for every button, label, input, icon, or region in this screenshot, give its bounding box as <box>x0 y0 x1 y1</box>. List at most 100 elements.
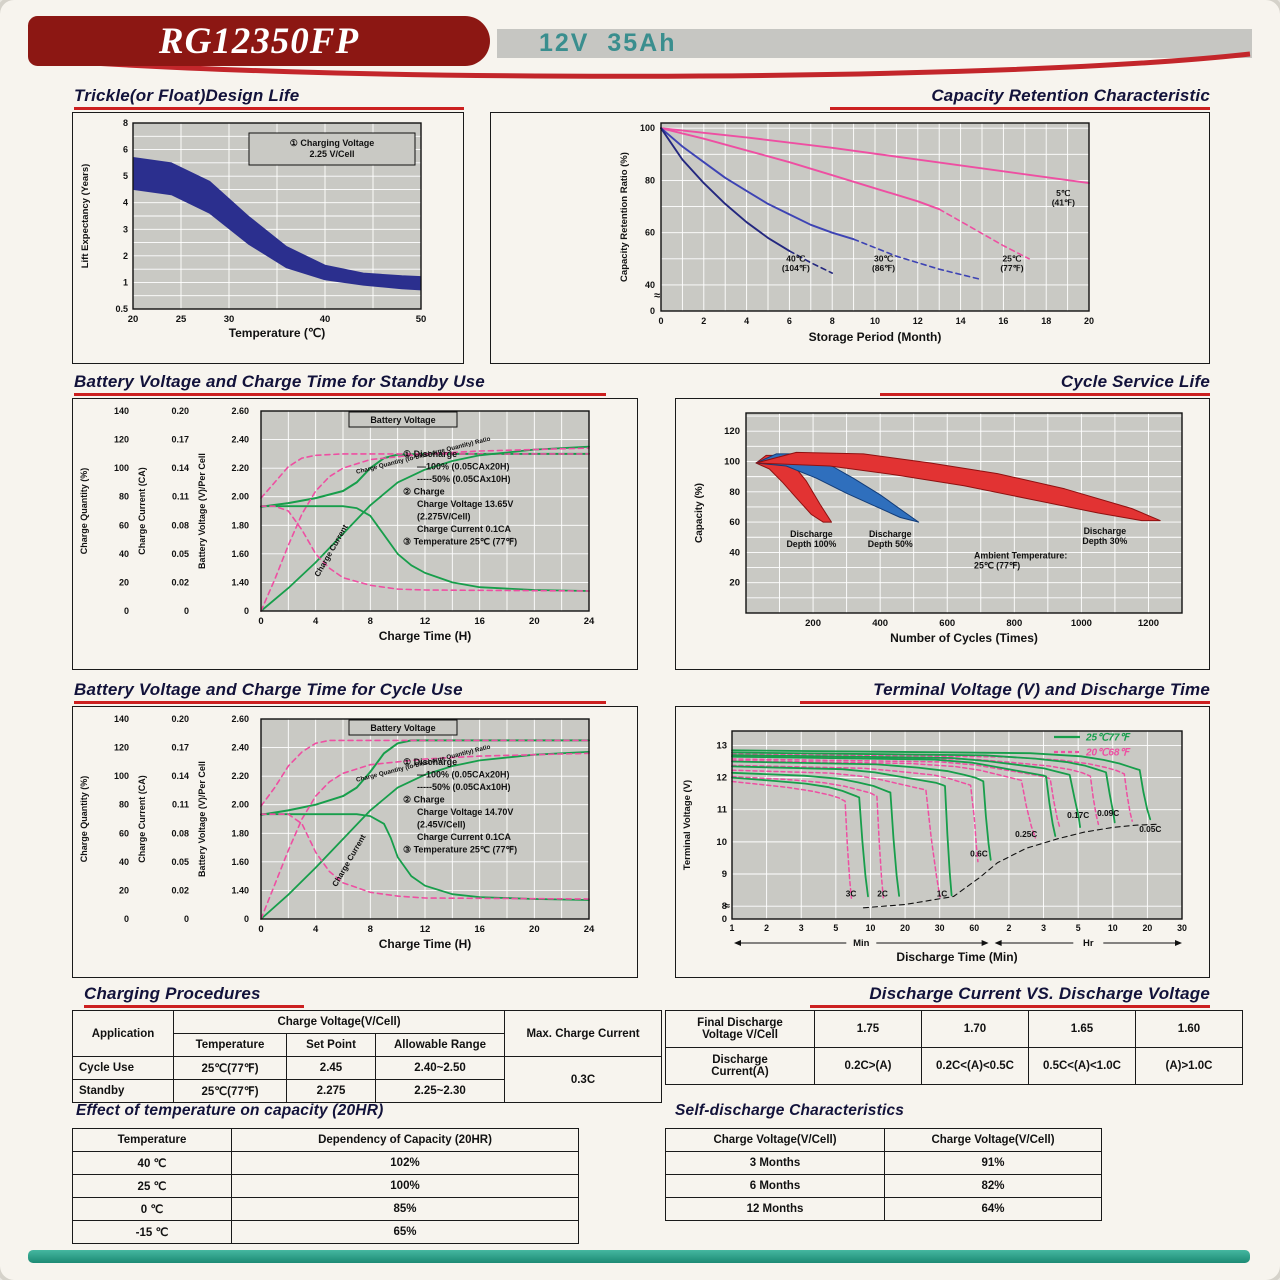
svg-text:Temperature (℃): Temperature (℃) <box>229 326 326 340</box>
svg-text:20: 20 <box>119 577 129 587</box>
svg-text:0.14: 0.14 <box>171 463 189 473</box>
svg-text:0.25C: 0.25C <box>1015 829 1037 839</box>
svg-text:20: 20 <box>729 578 740 589</box>
svg-text:5: 5 <box>123 171 128 181</box>
svg-text:Lift Expectancy (Years): Lift Expectancy (Years) <box>80 164 91 269</box>
svg-text:0.05C: 0.05C <box>1139 824 1161 834</box>
charging-cell-range: 2.25~2.30 <box>375 1079 505 1103</box>
svg-text:1000: 1000 <box>1071 618 1092 629</box>
svg-text:Charge Current (CA): Charge Current (CA) <box>137 775 147 863</box>
svg-text:80: 80 <box>119 800 129 810</box>
svg-text:0: 0 <box>244 914 249 924</box>
table-row: -15 ℃ 65% <box>72 1220 579 1244</box>
svg-text:200: 200 <box>805 618 821 629</box>
standby-chart-svg: Charge Quantity (%)140120100806040200Cha… <box>79 406 595 643</box>
svg-text:8: 8 <box>123 118 128 128</box>
temp-capacity-cell: 40 ℃ <box>72 1151 232 1175</box>
svg-text:0.5: 0.5 <box>115 304 128 314</box>
model-text: RG12350FP <box>158 20 360 62</box>
svg-text:600: 600 <box>939 618 955 629</box>
svg-text:0.05: 0.05 <box>171 857 189 867</box>
svg-text:Capacity (%): Capacity (%) <box>694 483 705 543</box>
svg-text:Battery Voltage (V)/Per Cell: Battery Voltage (V)/Per Cell <box>197 453 207 569</box>
svg-text:40℃(104℉): 40℃ (104℉) <box>782 253 810 273</box>
temp-capacity-cell: 65% <box>231 1220 579 1244</box>
svg-text:-----50% (0.05CAx10H): -----50% (0.05CAx10H) <box>417 474 511 484</box>
charging-procedures-table: Application Charge Voltage(V/Cell) Max. … <box>72 1010 662 1103</box>
svg-text:800: 800 <box>1006 618 1022 629</box>
svg-text:Charge Time (H): Charge Time (H) <box>379 937 471 951</box>
svg-text:1.40: 1.40 <box>231 577 249 587</box>
svg-text:2.00: 2.00 <box>231 800 249 810</box>
charging-header-charge-voltage: Charge Voltage(V/Cell) <box>173 1010 505 1034</box>
svg-text:Storage Period (Month): Storage Period (Month) <box>809 330 942 344</box>
svg-text:0: 0 <box>124 606 129 616</box>
svg-text:(2.45V/Cell): (2.45V/Cell) <box>417 820 466 830</box>
self-discharge-table: Charge Voltage(V/Cell) Charge Voltage(V/… <box>665 1128 1102 1221</box>
svg-text:60: 60 <box>969 923 979 933</box>
svg-text:2.60: 2.60 <box>231 714 249 724</box>
svg-text:60: 60 <box>729 517 740 528</box>
svg-text:100: 100 <box>640 123 655 133</box>
svg-text:30℃(86℉): 30℃ (86℉) <box>872 253 895 273</box>
svg-text:② Charge: ② Charge <box>403 487 445 497</box>
svg-text:0.20: 0.20 <box>171 406 189 416</box>
svg-text:11: 11 <box>717 805 728 816</box>
svg-text:4: 4 <box>123 198 128 208</box>
footer-accent-bar <box>28 1250 1250 1263</box>
svg-text:Charge Time (H): Charge Time (H) <box>379 629 471 643</box>
svg-text:40: 40 <box>729 547 740 558</box>
svg-text:3: 3 <box>123 224 128 234</box>
svg-text:40: 40 <box>119 549 129 559</box>
svg-text:0: 0 <box>650 306 655 316</box>
svg-text:2.20: 2.20 <box>231 771 249 781</box>
svg-text:5: 5 <box>1076 923 1081 933</box>
svg-text:③ Temperature 25℃ (77℉): ③ Temperature 25℃ (77℉) <box>403 845 517 855</box>
svg-text:20℃68℉: 20℃68℉ <box>1085 748 1131 759</box>
cycle-life-chart-svg: Discharge Depth 100% Discharge Depth 50% Dis… <box>694 412 1183 645</box>
svg-text:80: 80 <box>645 175 655 185</box>
trickle-chart-svg: 0.5 1 2 3 4 5 6 8 20 25 30 40 50 Temperature (℃) Lift … <box>80 118 426 340</box>
section-title-cycle-life: Cycle Service Life <box>880 372 1210 396</box>
terminal-voltage-chart: 3C 2C 1C 0.6C 0.25C 0.17C 0.09C 0.05C 8 9 10 11 12 13… <box>675 706 1210 978</box>
svg-text:0: 0 <box>244 606 249 616</box>
svg-text:—100% (0.05CAx20H): —100% (0.05CAx20H) <box>417 462 510 472</box>
svg-text:120: 120 <box>114 435 129 445</box>
table-row: 3 Months 91% <box>665 1151 1102 1175</box>
charging-cell-application: Standby <box>72 1079 174 1103</box>
self-discharge-cell: 6 Months <box>665 1174 885 1198</box>
section-title-standby: Battery Voltage and Charge Time for Stan… <box>74 372 606 396</box>
svg-text:Charge Voltage 13.65V: Charge Voltage 13.65V <box>417 499 513 509</box>
section-title-cycle-charge: Battery Voltage and Charge Time for Cycl… <box>74 680 606 704</box>
svg-text:10: 10 <box>870 316 880 326</box>
svg-text:140: 140 <box>114 714 129 724</box>
svg-text:2: 2 <box>1006 923 1011 933</box>
svg-text:30: 30 <box>1177 923 1187 933</box>
temp-capacity-cell: 85% <box>231 1197 579 1221</box>
svg-text:2: 2 <box>701 316 706 326</box>
svg-text:0.05: 0.05 <box>171 549 189 559</box>
svg-text:0: 0 <box>258 616 263 627</box>
charging-cell-max-current: 0.3C <box>504 1056 662 1103</box>
svg-text:Charge Quantity (%): Charge Quantity (%) <box>79 468 89 555</box>
self-discharge-header: Charge Voltage(V/Cell) <box>665 1128 885 1152</box>
svg-text:18: 18 <box>1041 316 1051 326</box>
svg-text:0: 0 <box>722 914 727 925</box>
svg-text:8: 8 <box>368 616 373 627</box>
svg-text:Hr: Hr <box>1083 938 1094 949</box>
svg-text:Battery Voltage: Battery Voltage <box>370 415 435 425</box>
temp-capacity-cell: 100% <box>231 1174 579 1198</box>
svg-text:80: 80 <box>729 487 740 498</box>
svg-text:60: 60 <box>119 520 129 530</box>
svg-text:0.17: 0.17 <box>171 435 189 445</box>
svg-text:12: 12 <box>913 316 923 326</box>
svg-text:1.60: 1.60 <box>231 857 249 867</box>
svg-text:1C: 1C <box>937 889 948 899</box>
svg-text:12: 12 <box>716 773 727 784</box>
capacity-retention-chart: 40℃ (104℉) 30℃ (86℉) 25℃ (77℉) 5℃ (41℉) 0 2 4 6 8 10 1… <box>490 112 1210 364</box>
table-row: Final Discharge Voltage V/Cell 1.75 1.70… <box>665 1010 1243 1048</box>
svg-text:0.6C: 0.6C <box>970 848 988 858</box>
temp-capacity-table: Temperature Dependency of Capacity (20HR… <box>72 1128 579 1244</box>
